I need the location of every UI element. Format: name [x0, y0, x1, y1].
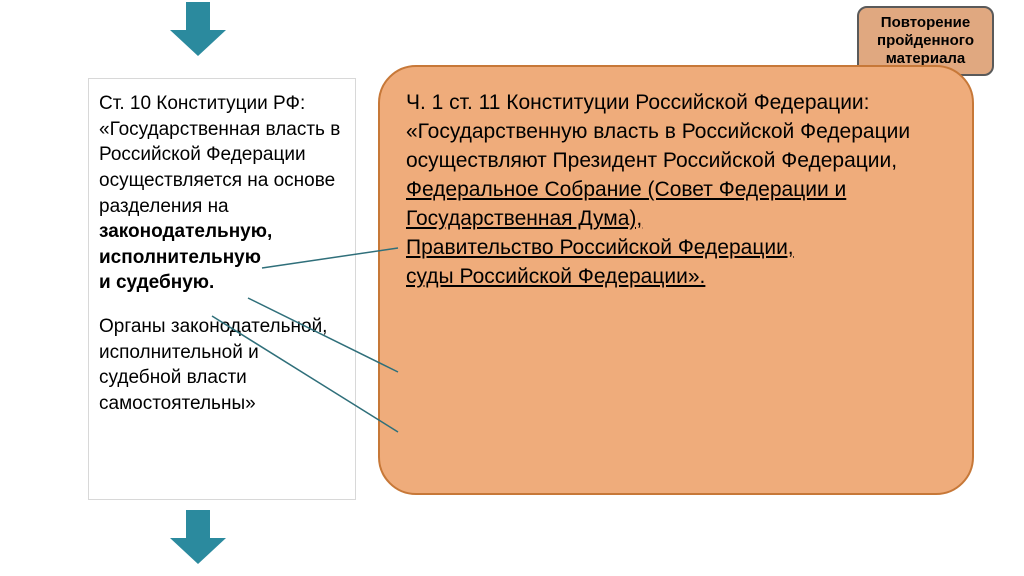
right-u3: суды Российской Федерации». [406, 265, 705, 288]
right-u1: Федеральное Собрание (Совет Федерации и … [406, 178, 846, 230]
left-text-box: Ст. 10 Конституции РФ: «Государственная … [88, 78, 356, 500]
right-text-box: Ч. 1 ст. 11 Конституции Российской Федер… [378, 65, 974, 495]
left-p1-prefix: Ст. 10 Конституции РФ: «Государственная … [99, 93, 340, 217]
badge-line1: Повторение [881, 14, 970, 31]
arrow-down-top-icon [170, 2, 226, 58]
left-paragraph-1: Ст. 10 Конституции РФ: «Государственная … [99, 91, 345, 296]
right-prefix: Ч. 1 ст. 11 Конституции Российской Федер… [406, 91, 910, 172]
left-paragraph-2: Органы законодательной, исполнительной и… [99, 314, 345, 417]
arrow-down-bottom-icon [170, 510, 226, 566]
left-p1-bold: законодательную, исполнительную и судебн… [99, 221, 272, 293]
right-paragraph: Ч. 1 ст. 11 Конституции Российской Федер… [406, 89, 946, 292]
badge-line2: пройденного [877, 32, 974, 49]
right-u2: Правительство Российской Федерации, [406, 236, 794, 259]
